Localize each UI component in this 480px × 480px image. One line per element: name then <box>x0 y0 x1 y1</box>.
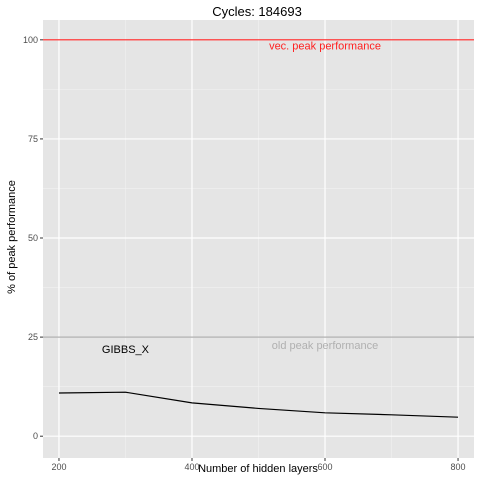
y-tick-label: 75 <box>28 134 38 144</box>
annotation-label: vec. peak performance <box>269 41 381 53</box>
x-tick-label: 800 <box>451 462 466 472</box>
y-tick-label: 100 <box>23 35 38 45</box>
x-tick-label: 200 <box>51 462 66 472</box>
annotations: GIBBS_X vec. peak performance old peak per… <box>102 41 381 356</box>
annotation-label: old peak performance <box>272 340 378 352</box>
y-tick-label: 0 <box>33 431 38 441</box>
series-lines <box>58 391 459 418</box>
y-tick-label: 50 <box>28 233 38 243</box>
series-line <box>58 391 459 418</box>
x-axis-title: Number of hidden layers <box>198 463 318 475</box>
annotation-label: GIBBS_X <box>102 344 150 356</box>
reference-lines <box>43 39 474 338</box>
chart-title: Cycles: 184693 <box>212 4 302 19</box>
y-axis: 0 25 50 75 100 <box>23 35 43 441</box>
grid-minor <box>43 20 474 458</box>
x-tick-label: 600 <box>317 462 332 472</box>
x-tick-label: 400 <box>184 462 199 472</box>
y-tick-label: 25 <box>28 332 38 342</box>
y-axis-title: % of peak performance <box>6 180 18 294</box>
x-axis: 200 400 600 800 <box>51 458 466 472</box>
